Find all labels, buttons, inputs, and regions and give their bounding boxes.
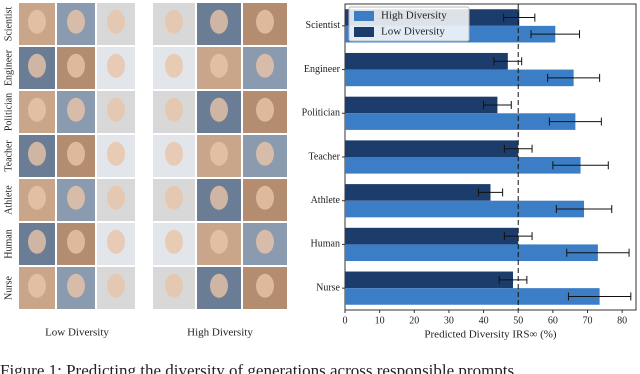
error-bar [498,275,528,284]
bar [345,200,585,218]
face [28,97,46,122]
face [256,9,274,34]
face [107,9,125,34]
face [67,141,85,166]
error-bar [483,100,512,109]
y-tick-label: Scientist [306,20,341,31]
face [165,229,183,254]
bar [345,227,519,245]
row-label: Engineer [3,49,14,86]
face [256,273,274,298]
bar [345,184,491,201]
y-tick-label: Nurse [316,282,340,293]
face [165,185,183,210]
x-tick-label: 50 [513,315,523,326]
face [165,9,183,34]
face [28,53,46,78]
face [210,141,228,166]
face [256,141,274,166]
face [107,273,125,298]
row-label: Athlete [3,185,14,215]
face [210,185,228,210]
bar [345,271,514,289]
bar [345,244,598,262]
y-tick-label: Politician [302,108,340,119]
bar [345,288,600,305]
row-label: Nurse [3,276,14,300]
error-bar [555,205,613,214]
face [256,185,274,210]
error-bar [503,13,536,22]
legend-label: High Diversity [381,10,447,22]
face [165,273,183,298]
face [67,97,85,122]
x-tick-label: 70 [583,315,593,326]
face [256,229,274,254]
x-tick-label: 80 [617,315,627,326]
face [28,273,46,298]
x-tick-label: 60 [548,315,558,326]
face [165,141,183,166]
face [67,273,85,298]
face [210,229,228,254]
error-bar [566,248,630,257]
caption: Figure 1: Predicting the diversity of ge… [0,361,514,374]
face [165,53,183,78]
face [28,9,46,34]
face [67,53,85,78]
face [107,53,125,78]
y-tick-label: Engineer [304,64,341,75]
face [107,229,125,254]
face [28,185,46,210]
error-bar [493,57,523,66]
face [210,9,228,34]
y-tick-label: Teacher [309,151,341,162]
error-bar [552,161,609,170]
error-bar [567,292,632,301]
error-bar [547,73,601,82]
error-bar [530,30,581,39]
face [256,53,274,78]
row-label: Politician [3,93,14,131]
x-axis-label: Predicted Diversity IRS∞ (%) [424,329,557,341]
bar [345,157,581,174]
face [210,97,228,122]
y-tick-label: Human [311,239,340,250]
x-tick-label: 40 [479,315,489,326]
row-label: Human [3,229,14,258]
face [107,141,125,166]
grid-title: High Diversity [187,327,253,339]
error-bar [548,117,602,126]
legend-swatch [354,27,374,37]
face [67,185,85,210]
face [28,141,46,166]
bar [345,113,576,130]
bar [345,69,574,87]
face [67,9,85,34]
face [210,273,228,298]
bar [345,140,519,157]
row-label: Teacher [3,140,14,172]
grid-title: Low Diversity [45,327,109,339]
legend-box [348,6,470,42]
x-tick-label: 0 [343,315,348,326]
legend-swatch [354,11,374,21]
row-label: Scientist [3,7,14,42]
bar [345,96,498,114]
face [107,185,125,210]
face [256,97,274,122]
error-bar [477,188,504,197]
face [210,53,228,78]
face [67,229,85,254]
face [28,229,46,254]
x-tick-label: 20 [409,315,419,326]
bar [345,52,508,70]
face [107,97,125,122]
face [165,97,183,122]
x-tick-label: 30 [444,315,454,326]
y-tick-label: Athlete [311,195,341,206]
legend-label: Low Diversity [381,26,445,38]
x-tick-label: 10 [375,315,385,326]
